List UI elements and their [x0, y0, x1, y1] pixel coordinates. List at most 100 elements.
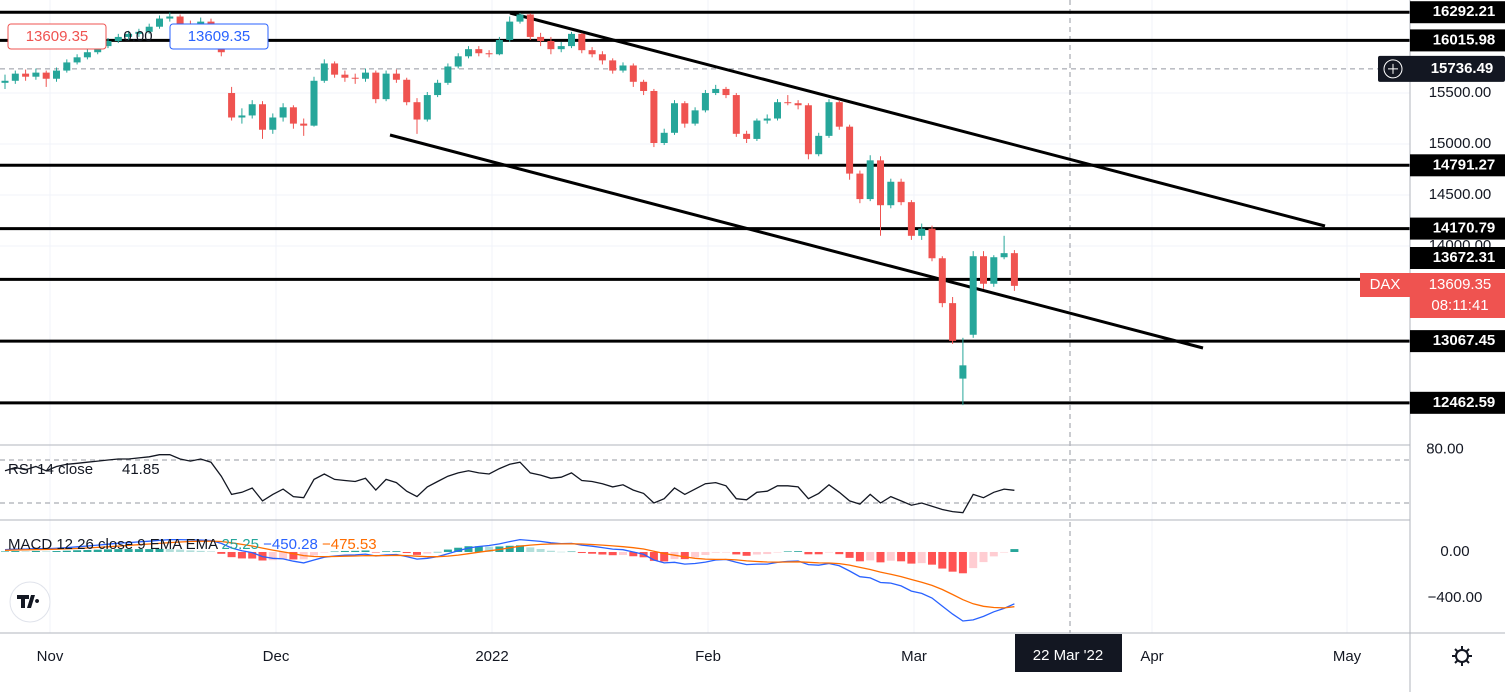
candle-body	[135, 31, 143, 34]
macd-histogram-bar	[711, 551, 720, 553]
macd-histogram-bar	[310, 551, 318, 556]
candle-body	[938, 258, 946, 304]
bid-box	[7, 23, 107, 50]
macd-histogram-bar	[835, 551, 844, 555]
macd-histogram-bar	[783, 551, 792, 552]
macd-histogram-bar	[145, 549, 154, 552]
macd-histogram-bar	[938, 551, 947, 569]
macd-histogram-bar	[619, 551, 627, 555]
candle-body	[763, 118, 771, 121]
macd-line	[4, 538, 1015, 622]
macd-histogram-bar	[629, 551, 638, 557]
macd-histogram-bar	[21, 551, 30, 552]
candle-body	[351, 77, 359, 79]
macd-histogram-bar	[423, 551, 432, 554]
candle-body	[784, 102, 792, 104]
level-label-box	[1410, 247, 1505, 269]
macd-histogram-bar	[886, 551, 895, 561]
macd-legend-item: −450.28	[263, 536, 318, 553]
candle-body	[444, 66, 452, 83]
add-alert-icon[interactable]	[1383, 59, 1403, 79]
candle-body	[475, 49, 483, 54]
macd-histogram-bar	[11, 551, 20, 552]
bid-price: 13609.35	[26, 28, 89, 45]
candle-body	[495, 39, 503, 55]
candle-body	[166, 16, 174, 19]
crosshair-date-box	[1015, 634, 1122, 672]
macd-histogram-bar	[691, 551, 700, 558]
macd-legend: MACD 12 26 close 9 EMA EMA 25.25 −450.28…	[8, 536, 377, 553]
candle-body	[506, 21, 514, 40]
macd-histogram-bar	[516, 545, 524, 552]
candle-body	[300, 123, 308, 126]
macd-histogram-bar	[752, 551, 761, 555]
candle-body	[53, 70, 60, 79]
candle-body	[228, 93, 236, 118]
macd-histogram-bar	[124, 549, 133, 552]
macd-histogram-bar	[464, 546, 473, 552]
candle-body	[660, 132, 668, 143]
candle-body	[835, 102, 843, 127]
axes: Nov Dec 2022 Feb Mar Apr May 15500.00 15000.00 14…	[37, 1, 1505, 672]
candle-body	[289, 107, 297, 124]
macd-histogram-bar	[546, 550, 555, 552]
settings-icon[interactable]	[1452, 646, 1472, 666]
candle-body	[877, 160, 884, 206]
rsi-value: 41.85	[122, 461, 160, 478]
macd-histogram-bar	[773, 551, 782, 553]
macd-histogram-bar	[536, 548, 545, 552]
candle-body	[990, 257, 998, 284]
rsi-name: RSI 14 close	[8, 461, 93, 478]
macd-histogram-bar	[732, 551, 741, 555]
macd-histogram-bar	[217, 551, 226, 554]
ticker-label: DAX	[1370, 276, 1401, 293]
macd-histogram-bar	[948, 551, 957, 572]
spread: 0.00	[123, 28, 152, 45]
candle-body	[1010, 253, 1018, 286]
macd-histogram-bar	[62, 550, 71, 552]
macd-histogram-bar	[371, 551, 380, 553]
ask-box	[169, 23, 269, 50]
candle-body	[465, 49, 472, 57]
candle-body	[320, 63, 328, 81]
macd-histogram-bar	[114, 549, 123, 552]
macd-histogram-bar	[742, 551, 751, 556]
macd-histogram-bar	[52, 551, 61, 552]
trend-line-lower	[389, 133, 1204, 350]
candle-body	[83, 52, 91, 58]
macd-histogram-bar	[186, 550, 195, 552]
macd-histogram-bar	[557, 551, 566, 553]
x-tick-label: Feb	[695, 648, 721, 665]
macd-histogram-bar	[897, 551, 906, 562]
candle-body	[362, 72, 369, 79]
candle-body	[145, 26, 153, 32]
candle-body	[918, 228, 926, 236]
x-tick-label: Nov	[37, 648, 64, 665]
candle-body	[516, 14, 524, 22]
level-label-box	[1410, 1, 1505, 24]
candle-body	[671, 103, 678, 133]
candle-body	[568, 33, 575, 47]
trend-line-upper	[509, 11, 1326, 228]
level-label: 13067.45	[1433, 332, 1496, 349]
candle-body	[774, 102, 781, 119]
macd-histogram-bar	[207, 551, 215, 552]
macd-histogram-bar	[649, 551, 658, 561]
rsi-band	[0, 460, 1410, 503]
candle-body	[640, 81, 648, 91]
macd-histogram-bar	[505, 545, 514, 552]
x-tick-label: 2022	[475, 648, 508, 665]
macd-histogram-bar	[361, 550, 370, 552]
macd-histogram-bar	[392, 551, 401, 552]
candle-body	[372, 72, 380, 100]
candle-body	[629, 65, 637, 82]
macd-histogram-bar	[598, 551, 607, 555]
macd-histogram-bar	[73, 550, 82, 552]
candle-body	[681, 103, 689, 124]
x-tick-label: Mar	[901, 648, 927, 665]
candle-body	[743, 133, 751, 139]
candles	[1, 12, 1018, 406]
macd-histogram-bar	[268, 551, 277, 561]
indicator-panes: RSI 14 close 41.85 MACD 12 26 close 9 EMA …	[0, 454, 1410, 622]
macd-line	[4, 540, 1015, 609]
